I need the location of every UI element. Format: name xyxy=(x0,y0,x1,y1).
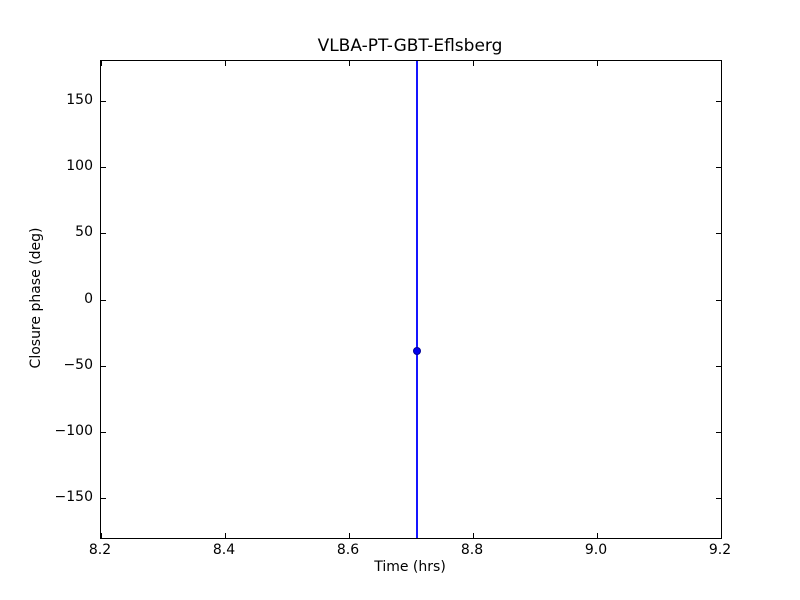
y-tick-right xyxy=(716,300,721,301)
plot-title: VLBA-PT-GBT-Eflsberg xyxy=(317,36,503,56)
x-tick xyxy=(473,533,474,538)
y-tick-label: 50 xyxy=(75,224,93,240)
y-tick xyxy=(101,233,106,234)
y-tick-label: 100 xyxy=(66,158,93,174)
y-tick-label: −150 xyxy=(54,489,93,505)
y-tick xyxy=(101,101,106,102)
x-tick-top xyxy=(597,61,598,66)
x-tick-top xyxy=(721,61,722,66)
x-tick-top xyxy=(225,61,226,66)
x-tick-label: 8.6 xyxy=(336,542,360,558)
x-tick-label: 9.2 xyxy=(708,542,732,558)
x-tick-label: 8.4 xyxy=(212,542,236,558)
y-tick xyxy=(101,498,106,499)
error-bar-line xyxy=(416,61,418,538)
y-tick-right xyxy=(716,167,721,168)
x-tick xyxy=(101,533,102,538)
y-tick-right xyxy=(716,101,721,102)
y-tick xyxy=(101,300,106,301)
axes xyxy=(100,60,722,539)
x-tick xyxy=(225,533,226,538)
x-tick-top xyxy=(101,61,102,66)
x-tick xyxy=(597,533,598,538)
y-tick-right xyxy=(716,233,721,234)
x-tick-label: 8.2 xyxy=(88,542,112,558)
y-tick-label: −50 xyxy=(63,357,93,373)
x-tick xyxy=(349,533,350,538)
x-tick-top xyxy=(349,61,350,66)
y-tick xyxy=(101,366,106,367)
x-tick-label: 8.8 xyxy=(460,542,484,558)
y-tick-label: 0 xyxy=(84,291,93,307)
y-tick xyxy=(101,167,106,168)
y-tick-label: 150 xyxy=(66,92,93,108)
y-tick-right xyxy=(716,432,721,433)
x-tick xyxy=(721,533,722,538)
x-tick-label: 9.0 xyxy=(584,542,608,558)
x-axis-label: Time (hrs) xyxy=(374,559,446,575)
data-point-marker xyxy=(413,347,421,355)
y-tick-right xyxy=(716,366,721,367)
y-tick-label: −100 xyxy=(54,423,93,439)
x-tick-top xyxy=(473,61,474,66)
y-tick-right xyxy=(716,498,721,499)
y-tick xyxy=(101,432,106,433)
